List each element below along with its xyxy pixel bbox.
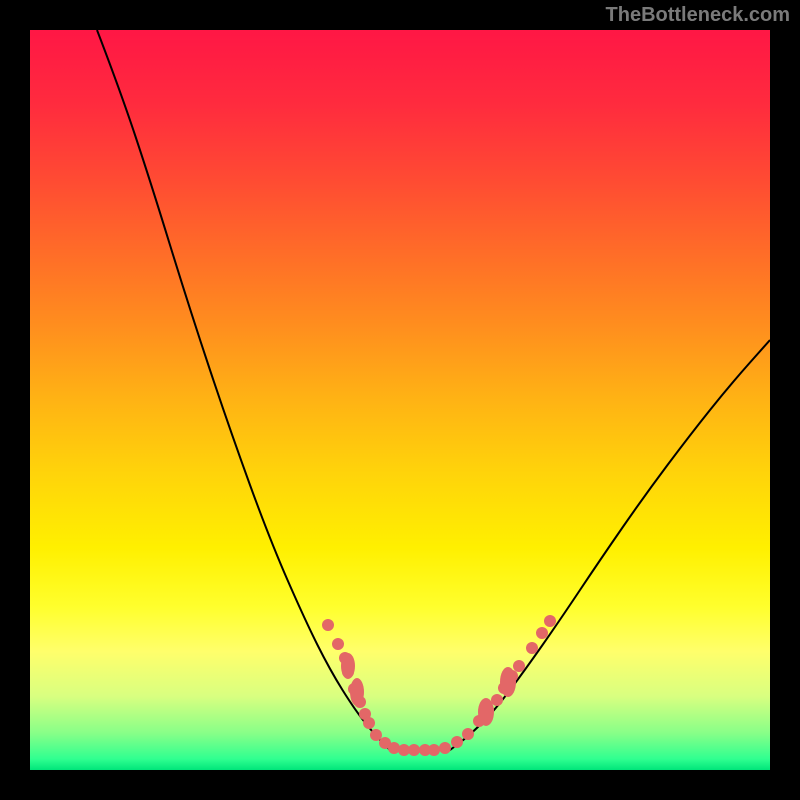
data-marker — [451, 736, 463, 748]
data-marker-elongated — [341, 653, 355, 679]
data-marker — [332, 638, 344, 650]
data-marker — [363, 717, 375, 729]
data-marker — [428, 744, 440, 756]
watermark-text: TheBottleneck.com — [606, 4, 790, 27]
data-marker — [408, 744, 420, 756]
data-marker — [322, 619, 334, 631]
data-marker — [536, 627, 548, 639]
data-marker — [388, 742, 400, 754]
marker-group — [322, 615, 556, 756]
data-marker — [370, 729, 382, 741]
data-marker — [526, 642, 538, 654]
data-marker — [513, 660, 525, 672]
chart-plot-area — [30, 30, 770, 770]
chart-svg-overlay — [30, 30, 770, 770]
data-marker-elongated — [478, 698, 494, 726]
data-marker — [462, 728, 474, 740]
data-marker-elongated — [500, 667, 516, 697]
data-marker — [491, 694, 503, 706]
data-marker — [544, 615, 556, 627]
data-marker-elongated — [350, 678, 364, 706]
data-marker — [439, 742, 451, 754]
bottleneck-curve — [97, 30, 770, 750]
